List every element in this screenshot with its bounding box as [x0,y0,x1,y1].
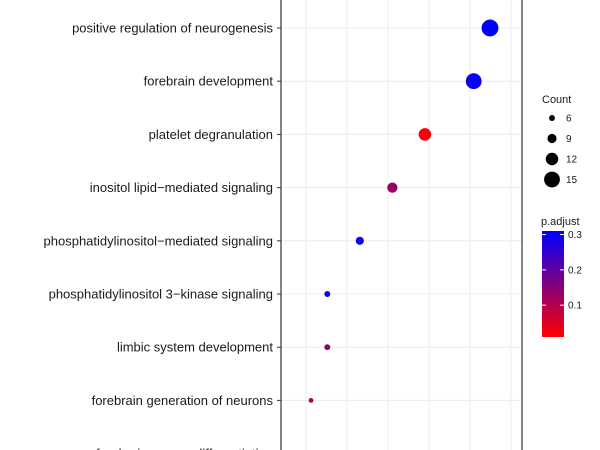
category-label: forebrain generation of neurons [92,393,274,408]
category-label: positive regulation of neurogenesis [72,21,273,36]
count-legend-dot [547,133,557,144]
category-label: phosphatidylinositol 3−kinase signaling [49,287,273,302]
category-label: inositol lipid−mediated signaling [90,180,273,195]
category-labels: positive regulation of neurogenesis foreb… [44,21,274,450]
colorbar-tick-label: 0.1 [568,301,582,312]
data-point [387,182,398,193]
category-label: forebrain development [144,74,274,89]
count-legend-dot [549,115,555,121]
count-legend-label: 9 [566,134,572,145]
count-legend: Count 6 9 12 15 [542,94,578,188]
data-point [308,398,314,403]
count-legend-title: Count [542,94,571,106]
grid-lines [281,0,522,450]
category-label: platelet degranulation [149,127,273,142]
p-adjust-legend: p.adjust 0.1 0.2 0.3 [541,216,582,337]
category-label: forebrain neuron differentiation [96,446,273,450]
count-legend-dot [544,171,560,188]
colorbar-tick-label: 0.2 [568,265,582,276]
data-point [418,128,432,141]
count-legend-label: 6 [566,114,572,125]
data-point [465,73,482,90]
data-points [308,19,499,403]
category-label: limbic system development [117,340,273,355]
count-legend-dot [545,152,559,166]
data-point [481,19,499,37]
p-adjust-colorbar [542,231,564,337]
p-adjust-legend-title: p.adjust [541,216,580,228]
axes [277,0,523,450]
category-label: phosphatidylinositol−mediated signaling [44,233,273,248]
data-point [324,344,331,351]
colorbar-tick-label: 0.3 [568,230,582,241]
data-point [355,236,364,245]
count-legend-label: 15 [566,175,578,186]
count-legend-label: 12 [566,155,578,166]
data-point [324,291,331,297]
